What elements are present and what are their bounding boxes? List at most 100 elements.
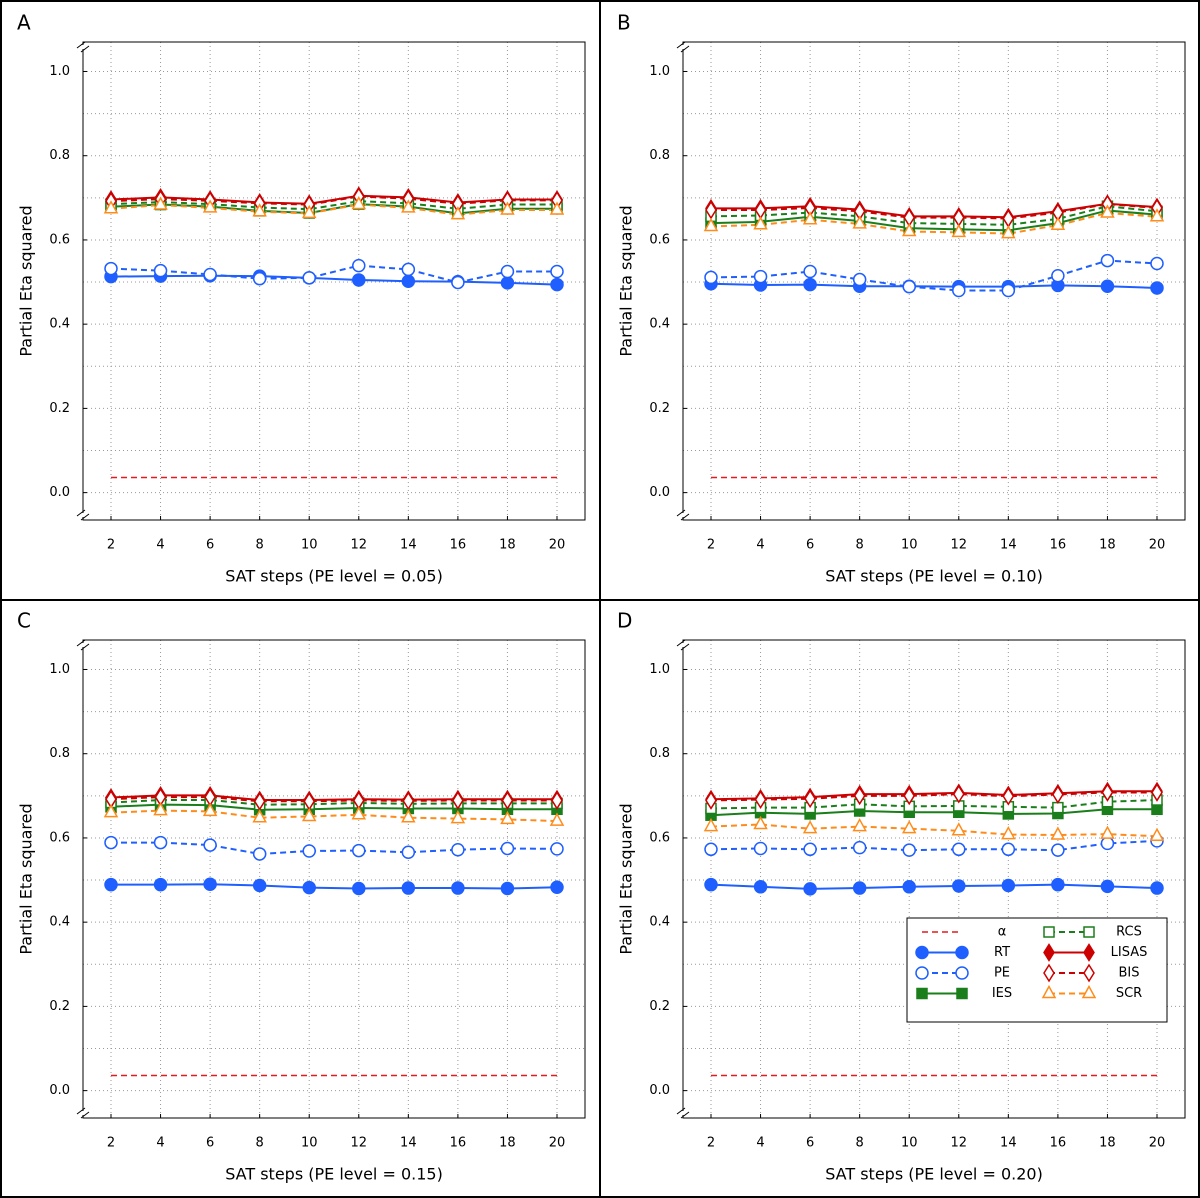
marker bbox=[915, 966, 929, 980]
marker bbox=[500, 881, 515, 896]
y-tick-label: 0.6 bbox=[49, 830, 70, 845]
marker bbox=[1101, 783, 1114, 802]
marker bbox=[451, 275, 465, 290]
marker bbox=[1100, 825, 1115, 839]
x-tick-label: 10 bbox=[901, 1136, 918, 1151]
marker bbox=[1001, 283, 1016, 298]
y-tick-label: 0.0 bbox=[649, 1083, 670, 1098]
series-line bbox=[110, 264, 558, 284]
marker bbox=[952, 283, 966, 298]
marker bbox=[955, 945, 969, 960]
marker bbox=[915, 945, 929, 960]
x-tick-label: 14 bbox=[400, 1136, 417, 1151]
axis-break bbox=[676, 509, 690, 521]
marker bbox=[352, 843, 366, 858]
series-line bbox=[110, 200, 558, 211]
y-tick-label: 0.4 bbox=[649, 317, 670, 332]
y-tick-label: 0.6 bbox=[649, 830, 670, 845]
marker bbox=[1100, 836, 1115, 851]
marker bbox=[203, 838, 217, 852]
marker bbox=[550, 880, 564, 894]
marker bbox=[203, 267, 217, 282]
marker bbox=[916, 987, 928, 1000]
y-tick-label: 0.8 bbox=[49, 746, 70, 761]
marker bbox=[1050, 216, 1066, 230]
marker bbox=[351, 806, 367, 820]
x-axis-label: SAT steps (PE level = 0.20) bbox=[825, 1165, 1043, 1184]
marker bbox=[401, 809, 416, 823]
panel: D 0.0 0.2 0.4 0.6 0.8 1.0 2 4 6 8 10 12 14 16 18 20 SAT s… bbox=[617, 609, 1186, 1184]
axis-break-gap bbox=[675, 45, 691, 49]
marker bbox=[903, 786, 916, 806]
axis-break-gap bbox=[75, 1111, 91, 1115]
series-line bbox=[710, 205, 1158, 226]
marker bbox=[402, 791, 415, 811]
marker bbox=[1149, 827, 1165, 842]
panel: C 0.0 0.2 0.4 0.6 0.8 1.0 2 4 6 8 10 12 14 16 18 20 SAT s… bbox=[17, 609, 586, 1184]
marker bbox=[1081, 984, 1097, 999]
marker bbox=[952, 842, 966, 857]
series-line bbox=[110, 841, 558, 855]
y-tick-label: 0.6 bbox=[49, 232, 70, 247]
x-tick-label: 12 bbox=[351, 538, 368, 553]
panel-label: A bbox=[17, 11, 31, 35]
marker bbox=[803, 264, 817, 279]
series-line bbox=[710, 259, 1158, 292]
marker bbox=[550, 842, 564, 856]
axis-break bbox=[676, 639, 690, 651]
series-line bbox=[710, 791, 1157, 802]
panel: A 0.0 0.2 0.4 0.6 0.8 1.0 2 4 6 8 10 12 14 16 18 20 SAT s… bbox=[17, 11, 586, 586]
series-line bbox=[110, 796, 558, 803]
x-tick-label: 16 bbox=[450, 1136, 467, 1151]
marker bbox=[153, 801, 168, 816]
x-tick-label: 14 bbox=[1000, 1136, 1017, 1151]
marker bbox=[852, 840, 867, 855]
marker bbox=[1151, 803, 1163, 816]
y-tick-label: 0.2 bbox=[49, 401, 70, 416]
y-tick-label: 0.4 bbox=[49, 915, 70, 930]
marker bbox=[802, 211, 818, 225]
series-line bbox=[110, 794, 558, 802]
marker bbox=[1100, 879, 1115, 894]
series-line bbox=[710, 839, 1158, 852]
marker bbox=[500, 264, 515, 279]
plot-frame bbox=[82, 41, 586, 521]
marker bbox=[955, 966, 969, 980]
x-tick-label: 4 bbox=[156, 538, 164, 553]
marker bbox=[252, 809, 267, 823]
marker bbox=[902, 880, 916, 894]
x-tick-label: 4 bbox=[756, 538, 764, 553]
x-axis-label: SAT steps (PE level = 0.05) bbox=[225, 567, 443, 586]
marker bbox=[551, 791, 563, 810]
x-tick-label: 10 bbox=[301, 1136, 318, 1151]
marker bbox=[153, 877, 168, 892]
x-tick-label: 2 bbox=[707, 538, 715, 553]
x-tick-label: 2 bbox=[107, 1136, 115, 1151]
panel: B 0.0 0.2 0.4 0.6 0.8 1.0 2 4 6 8 10 12 14 16 18 20 SAT s… bbox=[617, 11, 1186, 586]
marker bbox=[753, 841, 768, 856]
marker bbox=[1043, 943, 1055, 962]
axis-break-gap bbox=[75, 45, 91, 49]
marker bbox=[852, 215, 867, 229]
marker bbox=[1051, 268, 1065, 283]
marker bbox=[1151, 783, 1163, 802]
legend-label: BIS bbox=[1118, 966, 1139, 981]
marker bbox=[451, 842, 465, 857]
marker bbox=[1083, 943, 1095, 962]
marker bbox=[501, 791, 514, 810]
legend-label: PE bbox=[994, 966, 1010, 981]
y-tick-label: 0.0 bbox=[649, 485, 670, 500]
legend-label: α bbox=[998, 925, 1007, 940]
series-line bbox=[710, 808, 1157, 817]
x-axis-label: SAT steps (PE level = 0.15) bbox=[225, 1165, 443, 1184]
x-tick-label: 18 bbox=[499, 1136, 516, 1151]
x-tick-label: 16 bbox=[1050, 1136, 1067, 1151]
legend-entry: BIS bbox=[1043, 963, 1140, 983]
marker bbox=[302, 271, 316, 285]
series-line bbox=[110, 195, 558, 206]
y-tick-label: 0.2 bbox=[649, 999, 670, 1014]
x-tick-label: 20 bbox=[1149, 1136, 1166, 1151]
marker bbox=[500, 841, 515, 856]
y-tick-label: 1.0 bbox=[49, 662, 70, 677]
marker bbox=[301, 807, 317, 822]
